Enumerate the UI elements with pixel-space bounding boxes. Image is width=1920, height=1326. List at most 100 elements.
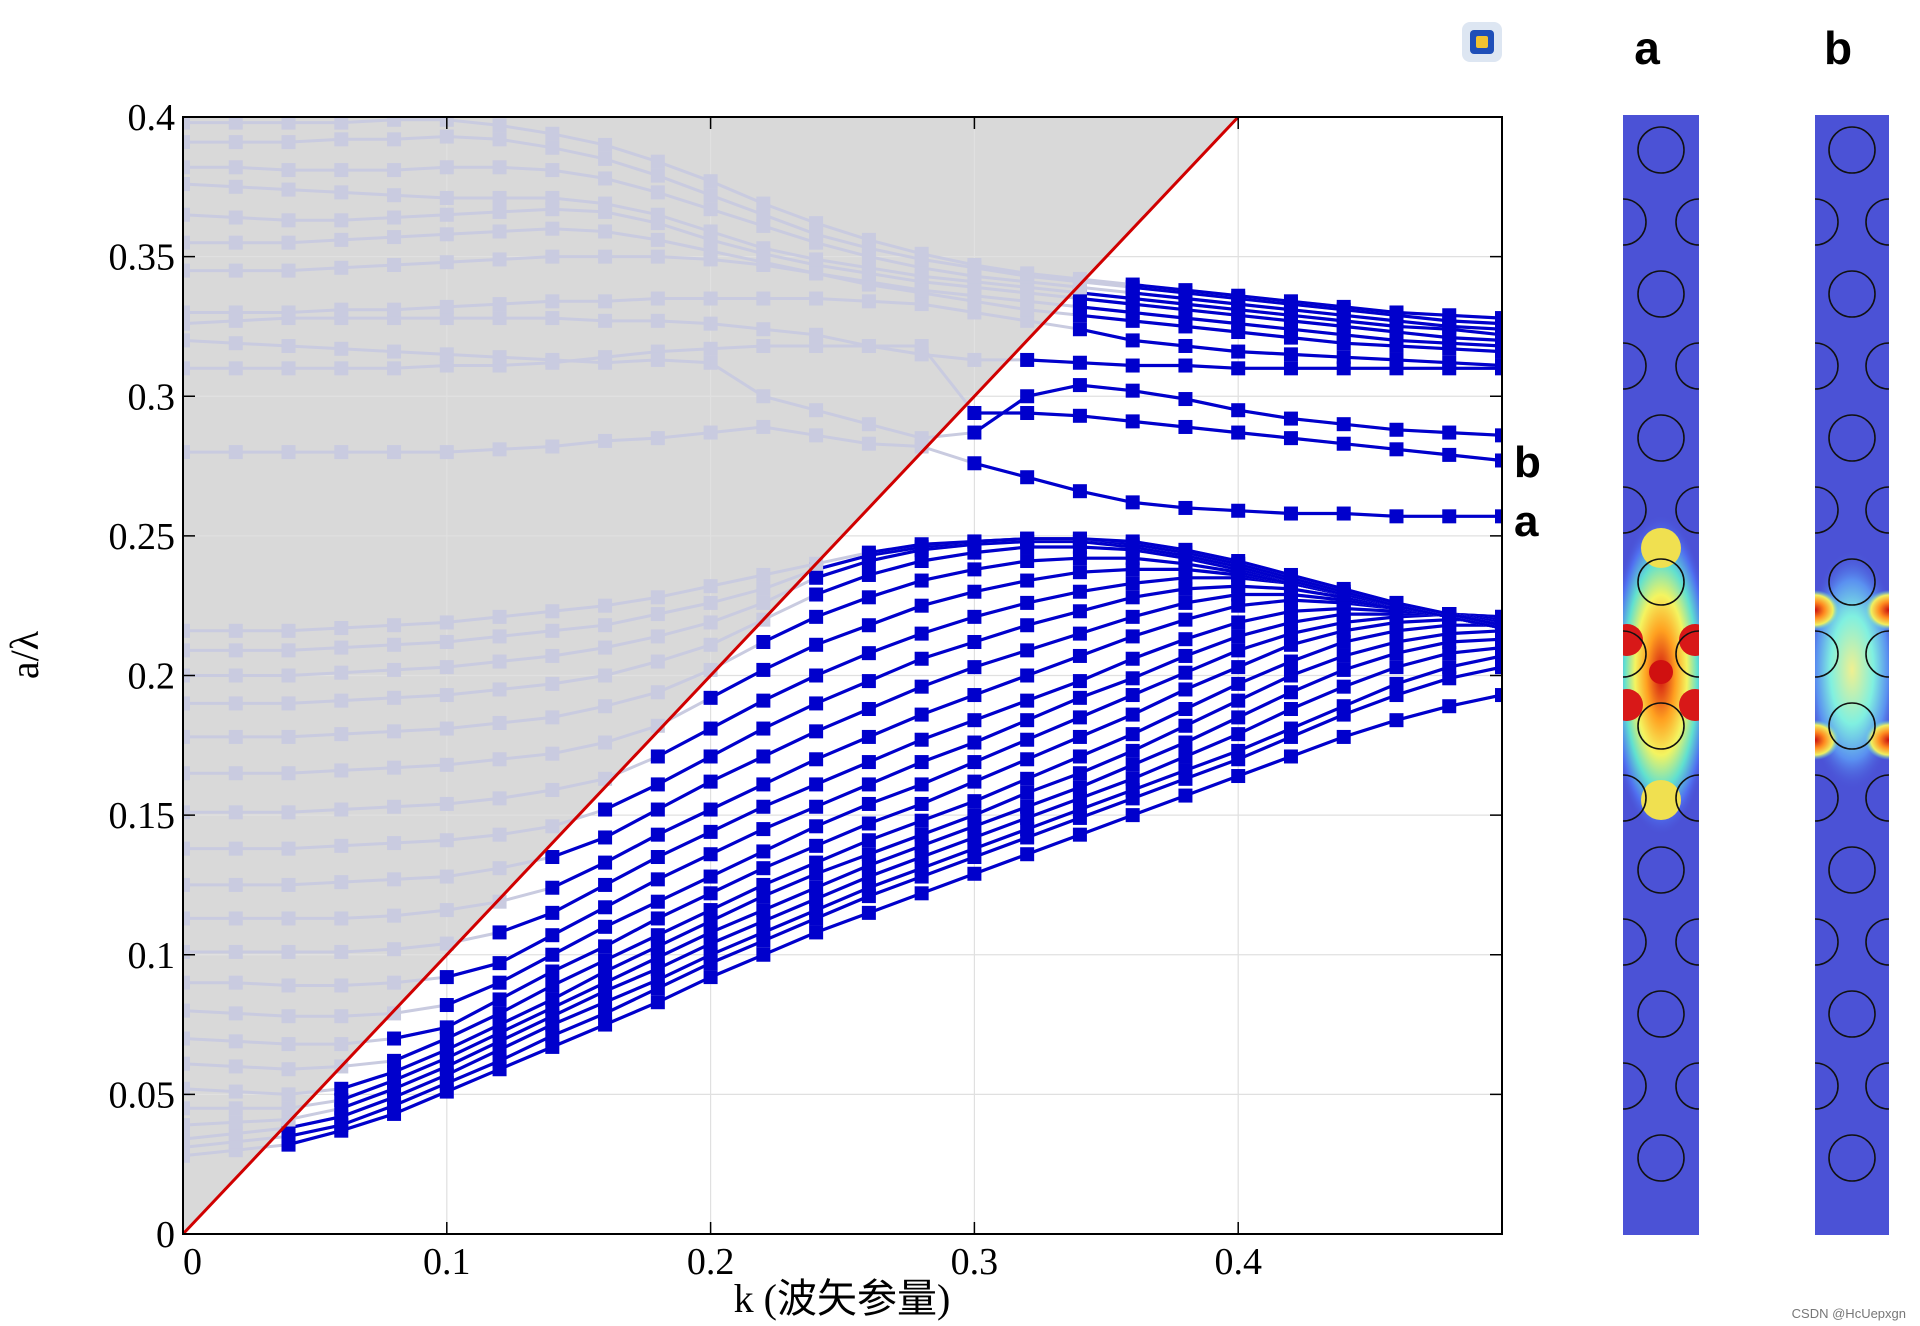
band-point-faded — [439, 129, 454, 144]
band-point — [1231, 769, 1246, 784]
band-point — [1178, 392, 1193, 407]
band-point — [545, 928, 560, 943]
band-point — [1072, 766, 1087, 781]
band-point — [756, 634, 771, 649]
mode-label-b: b — [1514, 438, 1541, 487]
band-point-faded — [334, 665, 349, 680]
x-tick-label: 0.2 — [687, 1241, 735, 1283]
band-point-faded — [545, 819, 560, 834]
band-point-faded — [545, 202, 560, 217]
band-point — [756, 799, 771, 814]
band-point-faded — [756, 567, 771, 582]
band-point — [1283, 506, 1298, 521]
band-line — [815, 537, 1502, 630]
band-point — [1283, 411, 1298, 426]
band-point — [545, 1039, 560, 1054]
light-line — [181, 115, 1240, 1236]
band-point-faded — [334, 693, 349, 708]
band-point — [1020, 752, 1035, 767]
band-point — [809, 724, 824, 739]
band-point — [1072, 584, 1087, 599]
band-point — [1072, 322, 1087, 337]
band-point — [967, 562, 982, 577]
band-point — [967, 634, 982, 649]
band-point — [1336, 648, 1351, 663]
band-point — [1072, 791, 1087, 806]
app-logo-icon — [1462, 22, 1502, 62]
band-point-faded — [183, 207, 190, 222]
band-point-faded — [598, 196, 613, 211]
band-point — [1020, 799, 1035, 814]
band-point — [861, 816, 876, 831]
band-point-faded — [228, 1084, 243, 1099]
band-point-faded — [387, 662, 402, 677]
band-point — [1283, 615, 1298, 630]
band-point — [334, 1092, 349, 1107]
band-point-faded — [183, 263, 190, 278]
band-point — [861, 777, 876, 792]
band-point-faded — [228, 805, 243, 820]
band-point — [598, 830, 613, 845]
band-point — [967, 819, 982, 834]
band-point-faded — [281, 729, 296, 744]
band-point — [1442, 509, 1457, 524]
band-point — [914, 796, 929, 811]
band-point — [1283, 604, 1298, 619]
band-point-faded — [183, 160, 190, 175]
band-point — [809, 609, 824, 624]
band-point-faded — [183, 135, 190, 150]
band-point-faded — [228, 911, 243, 926]
band-line — [1132, 283, 1502, 320]
band-point-faded — [703, 595, 718, 610]
band-point-faded — [598, 640, 613, 655]
panel-b-hole-edge — [1865, 486, 1889, 534]
band-point-faded — [967, 305, 982, 320]
band-point — [756, 822, 771, 837]
band-point — [439, 970, 454, 985]
band-point — [1125, 671, 1140, 686]
band-point — [1125, 562, 1140, 577]
band-point-faded — [387, 361, 402, 376]
band-point — [1283, 431, 1298, 446]
band-point — [967, 830, 982, 845]
band-point — [1178, 419, 1193, 434]
band-point — [1125, 333, 1140, 348]
band-point-faded — [492, 132, 507, 147]
band-point — [1283, 749, 1298, 764]
band-point-faded — [334, 727, 349, 742]
band-point-faded — [703, 425, 718, 440]
y-tick-label: 0.15 — [109, 795, 176, 837]
band-point-faded — [228, 210, 243, 225]
band-point — [861, 869, 876, 884]
band-point — [650, 827, 665, 842]
panel-b-hole — [1828, 990, 1876, 1038]
band-point-faded — [228, 623, 243, 638]
x-tick-label: 0.3 — [951, 1241, 999, 1283]
band-point — [1283, 654, 1298, 669]
panel-a-hole-edge — [1675, 198, 1699, 246]
band-point — [809, 587, 824, 602]
band-point — [809, 880, 824, 895]
band-point-faded — [545, 623, 560, 638]
band-point-faded — [492, 609, 507, 624]
band-point-faded — [439, 833, 454, 848]
band-point — [967, 534, 982, 549]
band-point-faded — [492, 715, 507, 730]
band-point-faded — [183, 623, 190, 638]
band-point — [1336, 436, 1351, 451]
band-point-faded — [387, 1006, 402, 1021]
band-point — [1020, 352, 1035, 367]
band-point-faded — [183, 696, 190, 711]
band-point — [914, 573, 929, 588]
band-point — [650, 749, 665, 764]
panel-b-hole — [1828, 702, 1876, 750]
band-point — [703, 847, 718, 862]
band-point — [809, 696, 824, 711]
field-panel-b — [1815, 115, 1889, 1235]
band-point-faded — [281, 135, 296, 150]
band-point — [1020, 693, 1035, 708]
band-point — [861, 847, 876, 862]
band-point-faded — [387, 258, 402, 273]
band-point — [650, 972, 665, 987]
band-point-faded — [228, 160, 243, 175]
